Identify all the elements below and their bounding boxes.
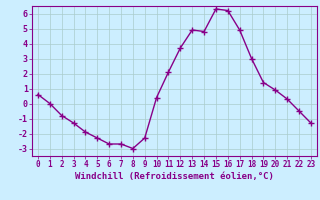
X-axis label: Windchill (Refroidissement éolien,°C): Windchill (Refroidissement éolien,°C) bbox=[75, 172, 274, 181]
